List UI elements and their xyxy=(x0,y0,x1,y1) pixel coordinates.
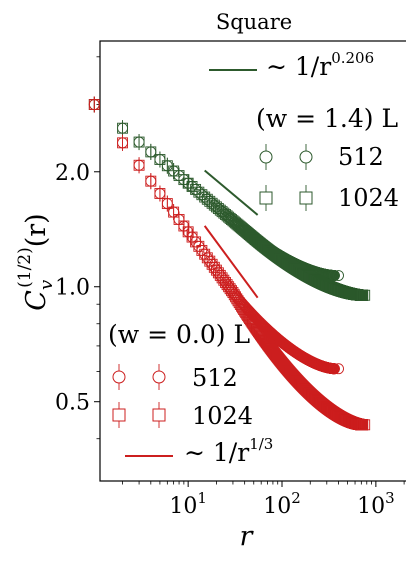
x-tick-label: 103 xyxy=(357,489,395,519)
legend-marker-circle xyxy=(112,370,126,384)
data-point-circle xyxy=(328,270,340,281)
data-point-circle xyxy=(333,270,344,281)
legend-marker-square xyxy=(152,408,166,422)
legend-top-markers xyxy=(259,144,313,211)
data-point-square xyxy=(204,195,216,207)
legend-fit-label-green: ∼ 1/r0.206 xyxy=(266,49,374,81)
data-point-square xyxy=(359,419,371,431)
fit-lines xyxy=(203,169,259,299)
x-axis-label: r xyxy=(240,521,255,552)
x-tick-label: 101 xyxy=(169,489,207,519)
data-point-square xyxy=(221,279,233,291)
data-point-circle xyxy=(333,363,344,375)
legend-marker-circle xyxy=(152,370,166,384)
legend-marker-square xyxy=(259,191,273,205)
data-point-square xyxy=(204,255,216,267)
fit-line xyxy=(204,169,259,216)
legend-top: ∼ 1/r0.206 (w = 1.4) L 512 1024 xyxy=(209,49,399,212)
data-point-square xyxy=(206,258,218,270)
y-tick-label: 2.0 xyxy=(55,161,90,186)
y-tick-label: 0.5 xyxy=(55,391,90,416)
legend-fit-label-red: ∼ 1/r1/3 xyxy=(184,435,273,467)
data-point-square xyxy=(223,281,235,293)
legend-entry-512-green: 512 xyxy=(338,143,384,171)
y-tick-label: 1.0 xyxy=(55,276,90,301)
series-w=1.4-L1024 xyxy=(88,96,371,301)
axis-ticks: 101 102 103 0.5 1.0 2.0 xyxy=(55,56,405,519)
series-w=0.0-L1024 xyxy=(88,96,371,431)
legend-entry-512-red: 512 xyxy=(192,364,238,392)
legend-group-title-red: (w = 0.0) L xyxy=(108,320,250,349)
legend-marker-circle xyxy=(299,150,313,164)
data-point-circle xyxy=(328,363,340,375)
legend-marker-square xyxy=(112,408,126,422)
data-point-square xyxy=(190,236,202,248)
data-points xyxy=(88,96,371,431)
legend-entry-1024-green: 1024 xyxy=(338,184,399,212)
data-point-square xyxy=(193,240,205,252)
x-tick-label: 102 xyxy=(263,489,301,519)
legend-bottom-markers xyxy=(112,364,166,428)
chart-title: Square xyxy=(216,10,292,34)
legend-entry-1024-red: 1024 xyxy=(192,402,253,430)
legend-marker-square xyxy=(299,191,313,205)
legend-marker-circle xyxy=(259,150,273,164)
fit-line xyxy=(203,225,259,299)
legend-group-title-green: (w = 1.4) L xyxy=(256,104,398,133)
legend-bottom: (w = 0.0) L 512 1024 ∼ 1/r1/3 xyxy=(108,320,273,467)
data-point-square xyxy=(208,261,220,273)
data-point-square xyxy=(359,289,371,301)
y-axis-label: Cv(1/2)(r) xyxy=(15,213,57,310)
